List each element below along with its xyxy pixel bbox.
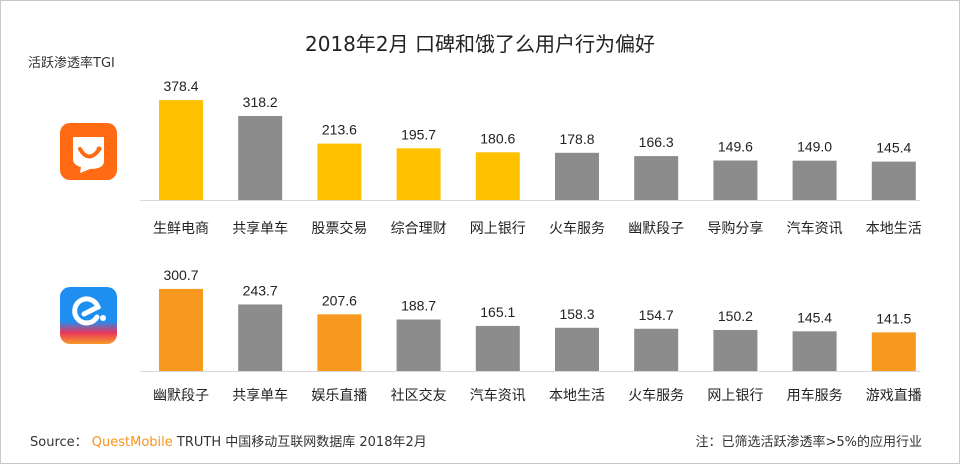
data-label: 318.2 [243,94,278,110]
bar [317,143,362,200]
bar [555,327,599,371]
bar [871,332,916,371]
data-label: 195.7 [401,126,436,142]
footnote: 注：已筛选活跃渗透率>5%的应用行业 [695,435,922,450]
data-label: 213.6 [322,122,357,138]
bar [475,152,520,200]
category-label: 火车服务 [549,220,605,237]
koubei-logo-icon [60,123,117,180]
chart-title: 2018年2月 口碑和饿了么用户行为偏好 [305,32,655,56]
data-label: 178.8 [559,131,594,147]
category-label: 社区交友 [391,387,447,404]
source-text: TRUTH 中国移动互联网数据库 2018年2月 [176,435,427,450]
bar [792,160,837,200]
data-label: 166.3 [639,134,674,150]
category-label: 导购分享 [707,220,763,237]
source-brand: QuestMobile [91,435,173,450]
data-label: 207.6 [322,292,357,308]
bar [713,329,758,371]
category-label: 幽默段子 [628,221,684,237]
category-label: 网上银行 [707,388,763,404]
bar [396,319,441,371]
y-axis-label: 活跃渗透率TGI [28,56,115,71]
data-label: 300.7 [163,267,198,283]
eleme-logo-icon [60,287,117,344]
data-label: 378.4 [163,78,198,94]
bar [396,148,441,200]
data-label: 141.5 [876,310,911,326]
bar [634,328,679,371]
bar [159,288,203,371]
category-label: 共享单车 [232,387,288,404]
source-prefix: Source： [30,435,88,450]
category-label: 本地生活 [866,221,922,237]
category-label: 生鲜电商 [153,221,209,237]
data-label: 180.6 [480,130,515,146]
data-label: 154.7 [639,307,674,323]
category-label: 娱乐直播 [311,387,367,404]
bar [555,152,599,200]
bar [871,161,916,200]
category-label: 综合理财 [391,221,447,237]
category-label: 本地生活 [549,388,605,404]
category-label: 股票交易 [311,220,367,237]
category-label: 汽车资讯 [787,220,843,237]
category-label: 幽默段子 [153,388,209,404]
bar [238,304,283,371]
bar [634,156,679,200]
data-label: 150.2 [718,308,753,324]
data-label: 158.3 [559,306,594,322]
source-note: Source： QuestMobile TRUTH 中国移动互联网数据库 201… [30,431,427,450]
bar [713,160,758,200]
bar [792,331,837,371]
data-label: 145.4 [797,309,832,325]
category-label: 用车服务 [787,387,843,404]
data-label: 149.0 [797,139,832,155]
data-label: 243.7 [243,282,278,298]
bar [475,325,520,371]
category-label: 火车服务 [628,387,684,404]
category-label: 游戏直播 [866,387,922,404]
category-label: 汽车资讯 [470,387,526,404]
bar [238,115,283,200]
data-label: 149.6 [718,139,753,155]
data-label: 165.1 [480,304,515,320]
category-label: 网上银行 [470,221,526,237]
data-label: 145.4 [876,140,911,156]
bar [317,314,362,371]
data-label: 188.7 [401,297,436,313]
category-label: 共享单车 [232,220,288,237]
bar [159,100,203,200]
